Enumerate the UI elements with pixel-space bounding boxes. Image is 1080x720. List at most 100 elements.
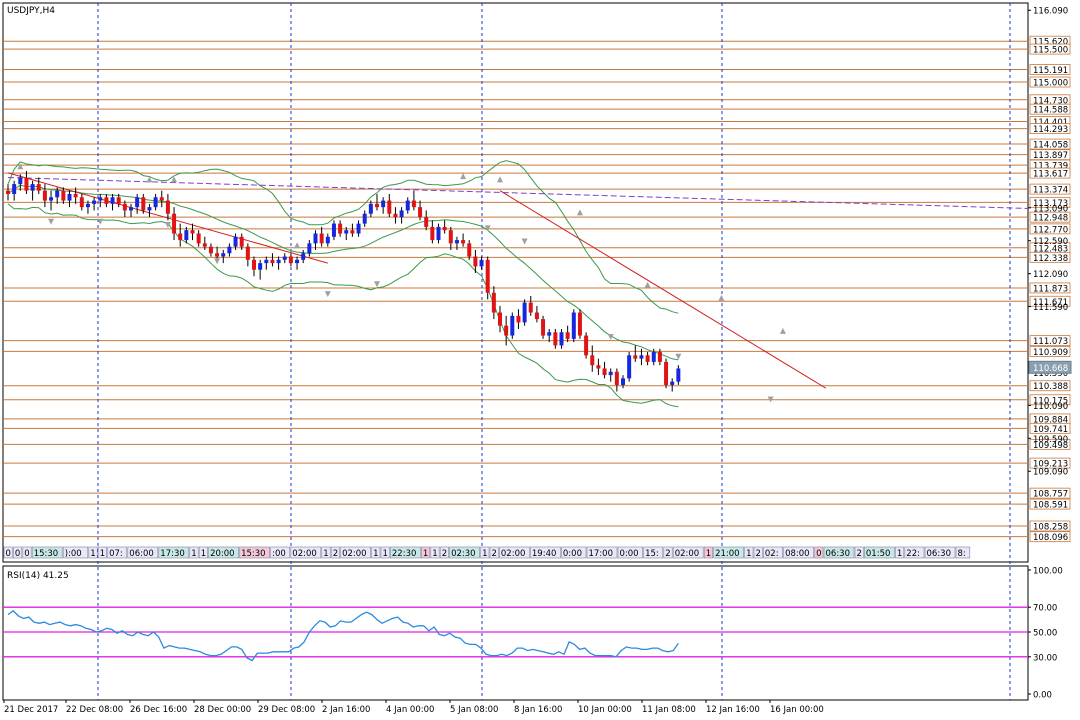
candle-body <box>325 236 330 244</box>
time-flag-label: 1 <box>201 549 206 559</box>
time-flag-label: 22:30 <box>392 549 417 559</box>
fractal-marker <box>294 242 301 249</box>
candle-body <box>498 312 502 326</box>
level-price-box <box>1029 64 1071 75</box>
level-price-box <box>1029 282 1071 294</box>
time-flag <box>390 546 421 559</box>
time-flag-label: 0 <box>6 549 11 559</box>
candle-body <box>418 207 423 218</box>
time-flag-label: 2 <box>665 549 670 559</box>
level-price-label: 115.500 <box>1033 46 1068 56</box>
candle-body <box>288 256 293 264</box>
candle-body <box>448 230 453 244</box>
level-price-box <box>1029 251 1071 263</box>
level-price-label: 110.388 <box>1033 382 1068 392</box>
candle-body <box>313 233 318 244</box>
candle-body <box>577 312 582 336</box>
time-flag-label: 07: <box>109 549 123 559</box>
candle-body <box>215 253 220 257</box>
upper-band-line <box>7 160 679 314</box>
level-price-box <box>1029 520 1071 532</box>
bollinger-bands <box>7 160 679 408</box>
candle-body <box>18 177 23 185</box>
horizontal-levels <box>3 40 1028 538</box>
level-price-box <box>1029 76 1071 88</box>
candle-body <box>534 312 539 320</box>
candle-body <box>633 355 638 359</box>
time-flag-label: 01:50 <box>866 549 891 559</box>
time-flag <box>586 546 618 559</box>
candle-body <box>399 210 404 218</box>
candle-body <box>331 223 336 237</box>
time-flag <box>127 546 159 559</box>
candle-body <box>196 233 201 244</box>
fractal-marker <box>324 291 331 298</box>
candle-body <box>596 365 601 369</box>
time-flag-label: ):00 <box>65 549 82 559</box>
level-price-box <box>1029 487 1071 499</box>
candle-body <box>190 230 195 234</box>
candle-body <box>6 190 10 194</box>
candle-body <box>344 230 349 234</box>
candle-body <box>258 263 263 270</box>
candle-body <box>42 190 47 201</box>
level-price-label: 112.948 <box>1033 214 1068 224</box>
level-price-box <box>1029 380 1071 392</box>
time-flag <box>13 546 23 559</box>
candle-body <box>307 243 312 254</box>
level-price-label: 115.191 <box>1033 66 1068 76</box>
time-flag-label: 1 <box>383 549 388 559</box>
time-flag-label: 17:00 <box>589 549 614 559</box>
candle-body <box>381 200 386 208</box>
time-flag-label: 1 <box>897 549 902 559</box>
time-flag-label: 02:30 <box>451 549 476 559</box>
candle-body <box>208 246 213 254</box>
candle-body <box>319 233 324 244</box>
candle-body <box>270 259 275 264</box>
level-price-box <box>1029 295 1071 307</box>
time-flag-label: :00 <box>272 549 286 559</box>
x-tick-label: 22 Dec 08:00 <box>66 705 123 715</box>
rsi-y-tick-label: 70.00 <box>1033 604 1057 614</box>
rsi-label: RSI(14) 41.25 <box>7 571 69 581</box>
candle-body <box>178 233 183 241</box>
level-price-label: 112.770 <box>1033 225 1068 235</box>
candle-body <box>141 197 146 211</box>
candlestick-series <box>6 170 681 392</box>
candle-body <box>110 197 115 204</box>
time-flag-label: 1 <box>423 549 428 559</box>
time-flag <box>88 546 98 559</box>
fractal-marker <box>497 176 503 183</box>
fractal-marker <box>17 163 24 170</box>
time-flag <box>895 546 905 559</box>
level-price-label: 112.338 <box>1033 254 1068 264</box>
time-flag-label: 21:00 <box>715 549 740 559</box>
fractal-marker <box>460 173 467 180</box>
candle-body <box>565 332 570 339</box>
time-flag <box>480 546 490 559</box>
time-flag-label: 02:00 <box>292 549 317 559</box>
time-flag <box>380 546 390 559</box>
time-flag <box>158 546 190 559</box>
level-price-label: 114.058 <box>1033 141 1068 151</box>
time-flag <box>617 546 643 559</box>
y-tick-label: 112.090 <box>1033 270 1068 280</box>
level-price-label: 109.498 <box>1033 441 1068 451</box>
resistance-dashed-line <box>7 177 1028 209</box>
level-price-box <box>1029 211 1071 223</box>
time-flag-label: 2 <box>333 549 338 559</box>
level-price-label: 109.741 <box>1033 425 1068 435</box>
candle-body <box>12 184 17 194</box>
x-tick-label: 26 Dec 16:00 <box>130 705 187 715</box>
fractal-marker <box>214 258 221 265</box>
candle-body <box>122 203 127 211</box>
downtrend-line <box>499 190 827 389</box>
time-flag <box>489 546 499 559</box>
time-flag <box>854 546 864 559</box>
y-tick-label: 113.090 <box>1033 204 1068 214</box>
candle-body <box>547 332 552 336</box>
fractal-marker <box>146 176 153 183</box>
time-flag <box>823 546 855 559</box>
candle-body <box>55 190 60 198</box>
